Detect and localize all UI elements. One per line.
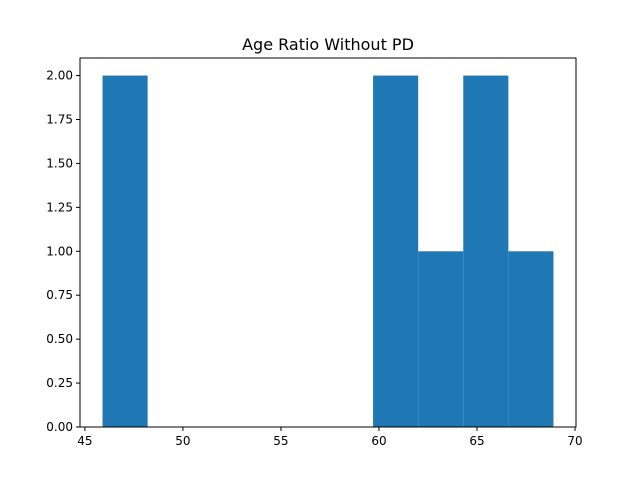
y-tick-label: 1.50 [46, 156, 73, 170]
histogram-bar-6 [373, 75, 419, 428]
histogram-bar-7 [418, 251, 464, 427]
y-tick-label: 2.00 [46, 69, 73, 83]
chart-title: Age Ratio Without PD [242, 35, 414, 54]
y-tick-label: 1.00 [46, 244, 73, 258]
x-tick-label: 45 [77, 434, 92, 448]
y-tick-label: 0.75 [46, 288, 73, 302]
y-tick-label: 0.25 [46, 376, 73, 390]
y-tick-label: 1.25 [46, 200, 73, 214]
x-tick-label: 70 [567, 434, 582, 448]
x-tick-label: 55 [273, 434, 288, 448]
x-tick-label: 65 [469, 434, 484, 448]
histogram-bar-8 [463, 75, 509, 428]
axes-group: 45 50 55 60 65 70 0.00 0.25 0.50 0.75 1.00 1.25 1.50… [46, 57, 583, 448]
plot-area-frame [79, 57, 577, 428]
y-tick-label: 1.75 [46, 113, 73, 127]
histogram-bar-0 [102, 75, 148, 428]
y-tick-label: 0.50 [46, 332, 73, 346]
histogram-bar-9 [508, 251, 554, 427]
x-tick-label: 60 [371, 434, 386, 448]
bars-group [102, 75, 554, 428]
y-tick-label: 0.00 [46, 420, 73, 434]
x-tick-label: 50 [175, 434, 190, 448]
